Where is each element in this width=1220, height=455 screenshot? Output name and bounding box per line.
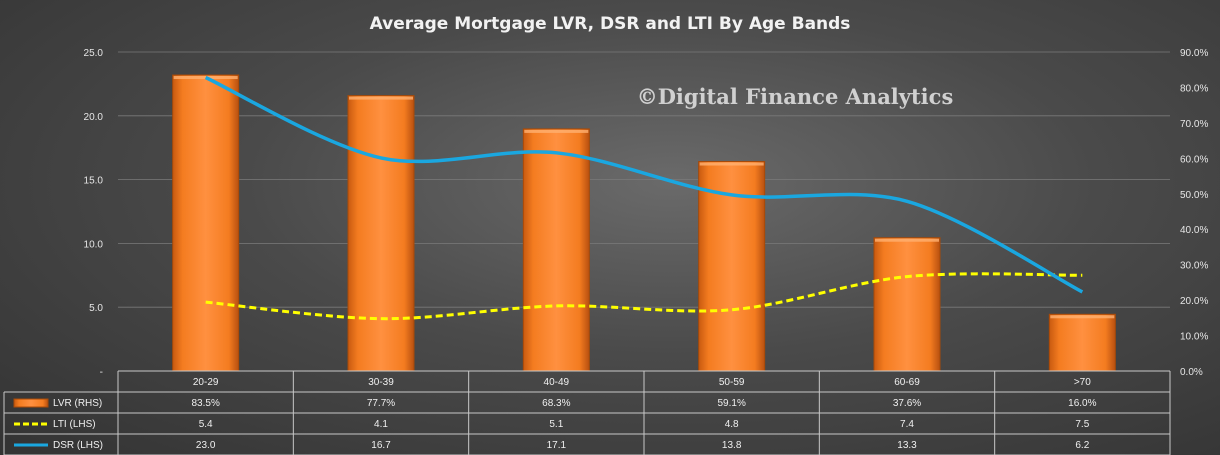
legend-key-bar: [13, 398, 49, 408]
bar: [522, 128, 590, 372]
series-line: [204, 75, 1084, 294]
right-tick-label: 10.0%: [1180, 332, 1208, 343]
category-label: 40-49: [544, 377, 570, 388]
bar-highlight: [699, 162, 764, 166]
line-series: [204, 75, 1084, 321]
table-cell: 7.5: [1075, 419, 1089, 430]
bar: [347, 95, 415, 372]
table-cell: 4.8: [725, 419, 739, 430]
bar: [172, 74, 240, 372]
left-tick-label: 20.0: [84, 112, 104, 123]
bar: [873, 237, 941, 372]
left-tick-label: 10.0: [84, 239, 104, 250]
left-tick-label: 5.0: [89, 303, 103, 314]
data-table: 20-29 30-39 40-49 50-59 60-69 >70 LVR (RHS) 83.…: [3, 370, 1171, 455]
table-cell: 16.7: [371, 440, 391, 451]
category-label: 30-39: [368, 377, 394, 388]
table-cell: 68.3%: [542, 398, 570, 409]
table-cell: 37.6%: [893, 398, 921, 409]
table-cell: 5.1: [549, 419, 563, 430]
left-tick-label: -: [100, 367, 103, 378]
table-cell: 59.1%: [717, 398, 745, 409]
bar: [1048, 313, 1116, 372]
bar: [698, 161, 766, 372]
legend-label: LTI (LHS): [53, 419, 96, 430]
table-cell: 17.1: [547, 440, 567, 451]
category-label: 60-69: [894, 377, 920, 388]
table-cell: 6.2: [1075, 440, 1089, 451]
legend-label: LVR (RHS): [53, 398, 102, 409]
right-tick-label: 40.0%: [1180, 225, 1208, 236]
table-cell: 5.4: [199, 419, 213, 430]
left-tick-label: 25.0: [84, 48, 104, 59]
right-tick-label: 80.0%: [1180, 83, 1208, 94]
table-cell: 16.0%: [1068, 398, 1096, 409]
category-label: 50-59: [719, 377, 745, 388]
left-axis: - 5.0 10.0 15.0 20.0 25.0: [84, 48, 104, 378]
right-tick-label: 30.0%: [1180, 261, 1208, 272]
table-cell: 13.8: [722, 440, 742, 451]
chart-title: Average Mortgage LVR, DSR and LTI By Age…: [370, 14, 851, 34]
table-cell: 77.7%: [367, 398, 395, 409]
table-cell: 4.1: [374, 419, 388, 430]
right-tick-label: 60.0%: [1180, 154, 1208, 165]
left-tick-label: 15.0: [84, 176, 104, 187]
watermark: ©Digital Finance Analytics: [637, 84, 954, 109]
right-tick-label: 0.0%: [1180, 367, 1203, 378]
category-label: >70: [1074, 377, 1091, 388]
table-cell: 83.5%: [191, 398, 219, 409]
bar-series: [172, 74, 1116, 372]
table-cell: 13.3: [897, 440, 917, 451]
right-tick-label: 70.0%: [1180, 119, 1208, 130]
table-cell: 7.4: [900, 419, 914, 430]
right-axis: 0.0% 10.0% 20.0% 30.0% 40.0% 50.0% 60.0% 70.0% 8…: [1180, 48, 1208, 378]
bar-highlight: [349, 96, 413, 100]
right-tick-label: 20.0%: [1180, 296, 1208, 307]
table-cell: 23.0: [196, 440, 216, 451]
right-tick-label: 90.0%: [1180, 48, 1208, 59]
category-label: 20-29: [193, 377, 219, 388]
legend-label: DSR (LHS): [53, 440, 103, 451]
right-tick-label: 50.0%: [1180, 190, 1208, 201]
bar-highlight: [524, 129, 589, 133]
bar-highlight: [875, 238, 939, 242]
bar-highlight: [1050, 315, 1115, 319]
series-line: [205, 272, 1083, 321]
